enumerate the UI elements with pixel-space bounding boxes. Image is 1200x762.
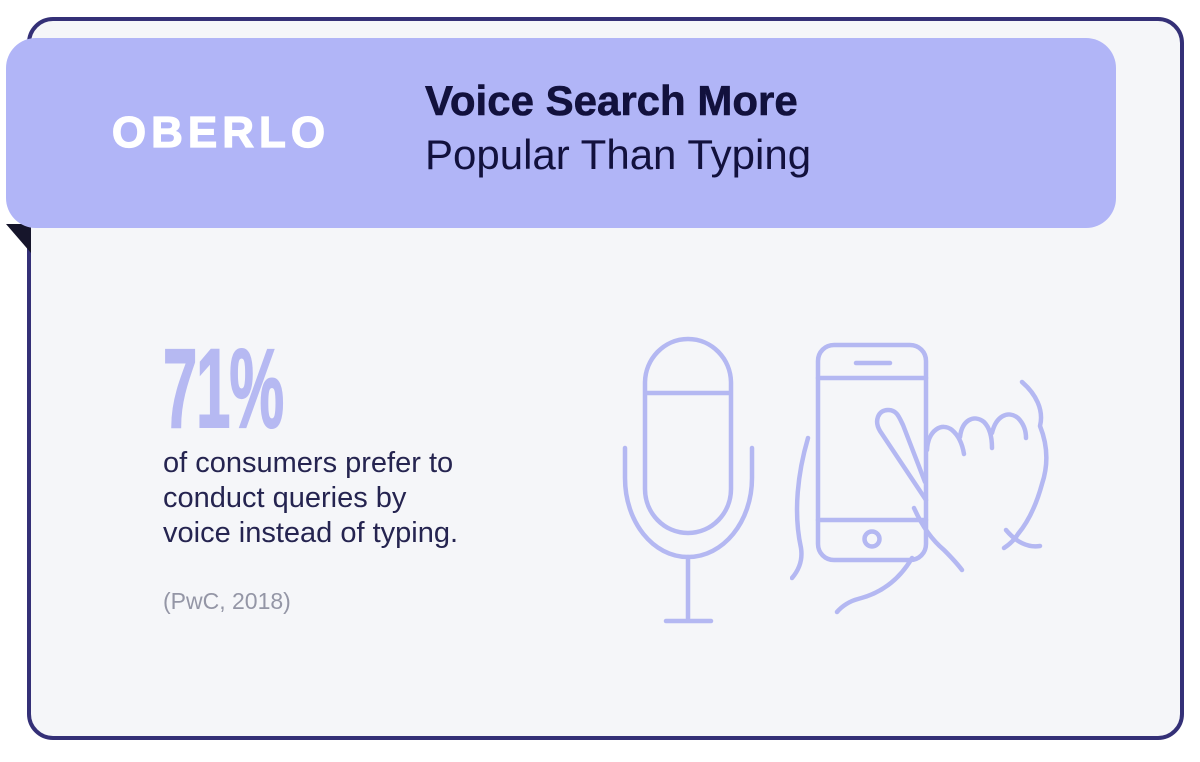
banner-fold-shadow	[6, 224, 31, 253]
title-line-regular: Popular Than Typing	[425, 131, 812, 178]
stat-source: (PwC, 2018)	[163, 588, 291, 614]
stat-description-line: conduct queries by	[163, 482, 407, 514]
page-title: Voice Search More Popular Than Typing	[425, 74, 811, 182]
phone-touch-icon	[790, 342, 1049, 615]
stat-description: of consumers prefer to conduct queries b…	[163, 446, 458, 551]
microphone-icon	[622, 336, 755, 624]
stat-description-line: voice instead of typing.	[163, 517, 459, 549]
oberlo-logo: OBERLO	[111, 107, 331, 157]
title-line-bold: Voice Search More	[425, 77, 798, 125]
stat-value: 71%	[162, 326, 284, 451]
stat-description-line: of consumers prefer to	[163, 447, 454, 479]
header-banner: OBERLO Voice Search More Popular Than Ty…	[6, 38, 1116, 228]
